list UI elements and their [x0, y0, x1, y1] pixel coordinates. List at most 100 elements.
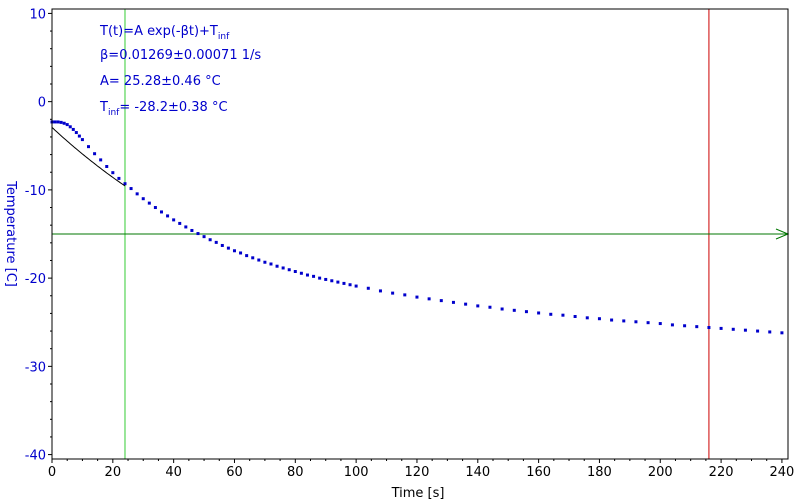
data-point: [269, 262, 273, 266]
x-tick-label: 0: [48, 465, 56, 480]
data-point: [719, 326, 723, 330]
data-point: [305, 273, 309, 277]
data-point: [342, 281, 346, 285]
x-tick-label: 20: [105, 465, 122, 480]
data-point: [780, 331, 784, 335]
y-tick-label: -20: [25, 272, 46, 287]
data-point: [245, 254, 249, 258]
data-point: [299, 271, 303, 275]
data-point: [731, 327, 735, 331]
tinf-subscript: inf: [108, 108, 120, 118]
data-point: [208, 238, 212, 242]
data-point: [184, 225, 188, 229]
data-point: [427, 297, 431, 301]
data-point: [232, 249, 236, 253]
data-point: [80, 138, 84, 142]
data-point: [549, 312, 553, 316]
x-tick-label: 140: [465, 465, 490, 480]
data-point: [622, 319, 626, 323]
data-point: [391, 291, 395, 295]
data-point: [756, 329, 760, 333]
data-point: [415, 295, 419, 299]
data-point: [62, 121, 66, 125]
data-point: [93, 152, 97, 156]
formula-subscript: inf: [218, 32, 230, 42]
x-axis-label: Time [s]: [391, 486, 445, 501]
y-axis-label: Temperature [C]: [3, 180, 18, 287]
data-point: [318, 276, 322, 280]
data-point: [257, 258, 261, 262]
data-point: [86, 145, 90, 149]
data-point: [214, 240, 218, 244]
data-point: [500, 307, 504, 311]
data-point: [77, 134, 81, 138]
data-point: [336, 280, 340, 284]
data-point: [464, 302, 468, 306]
y-tick-label: -40: [25, 449, 46, 464]
data-point: [74, 131, 78, 135]
data-point: [135, 192, 139, 196]
data-point: [324, 277, 328, 281]
data-point: [634, 320, 638, 324]
data-point: [537, 311, 541, 315]
data-point: [476, 304, 480, 308]
tinf-main: T: [99, 100, 108, 115]
data-point: [59, 120, 63, 124]
data-point: [239, 251, 243, 255]
data-point: [585, 316, 589, 320]
data-point: [105, 165, 109, 168]
data-point: [439, 299, 443, 303]
data-point: [172, 218, 176, 222]
data-point: [768, 330, 772, 334]
formula-main: T(t)=A exp(-βt)+T: [99, 24, 218, 39]
data-point: [610, 318, 614, 322]
x-tick-label: 40: [165, 465, 182, 480]
a-annotation: A= 25.28±0.46 °C: [100, 74, 221, 89]
y-tick-label: 0: [38, 96, 46, 111]
x-tick-label: 100: [344, 465, 369, 480]
x-tick-label: 200: [648, 465, 673, 480]
data-point: [53, 120, 57, 124]
y-tick-label: 10: [29, 7, 46, 22]
data-point: [354, 284, 358, 288]
x-tick-label: 80: [287, 465, 304, 480]
data-point: [251, 256, 255, 260]
data-point: [293, 270, 297, 273]
data-point: [178, 221, 182, 225]
fit-curve: [51, 127, 126, 187]
data-point: [670, 323, 674, 327]
y-tick-label: -30: [25, 360, 46, 375]
data-point: [403, 293, 407, 297]
x-tick-label: 120: [405, 465, 430, 480]
data-point: [378, 289, 382, 293]
data-point: [65, 123, 69, 127]
data-point: [524, 310, 528, 314]
data-point: [561, 313, 565, 317]
beta-annotation: β=0.01269±0.00071 1/s: [100, 48, 261, 63]
data-point: [597, 317, 601, 321]
data-point: [196, 232, 200, 236]
plot-frame: [51, 8, 789, 460]
marker-layer: [52, 9, 790, 459]
data-point: [166, 214, 170, 218]
tick-layer: 0 20 40 60 80 100 120 140 160 180 200 220 240100-10-…: [25, 7, 795, 480]
data-point: [683, 324, 687, 328]
data-point: [707, 326, 711, 330]
x-tick-label: 160: [526, 465, 551, 480]
data-point: [573, 315, 577, 318]
data-point: [153, 206, 157, 210]
x-tick-label: 180: [587, 465, 612, 480]
data-point: [263, 260, 267, 264]
y-tick-label: -10: [25, 184, 46, 199]
data-layer: [50, 120, 784, 335]
data-point: [117, 176, 121, 180]
data-point: [147, 201, 151, 205]
data-point: [281, 266, 285, 270]
data-point: [71, 127, 75, 131]
data-point: [330, 279, 334, 283]
data-point: [275, 264, 279, 268]
data-point: [56, 120, 60, 124]
data-point: [190, 228, 194, 232]
